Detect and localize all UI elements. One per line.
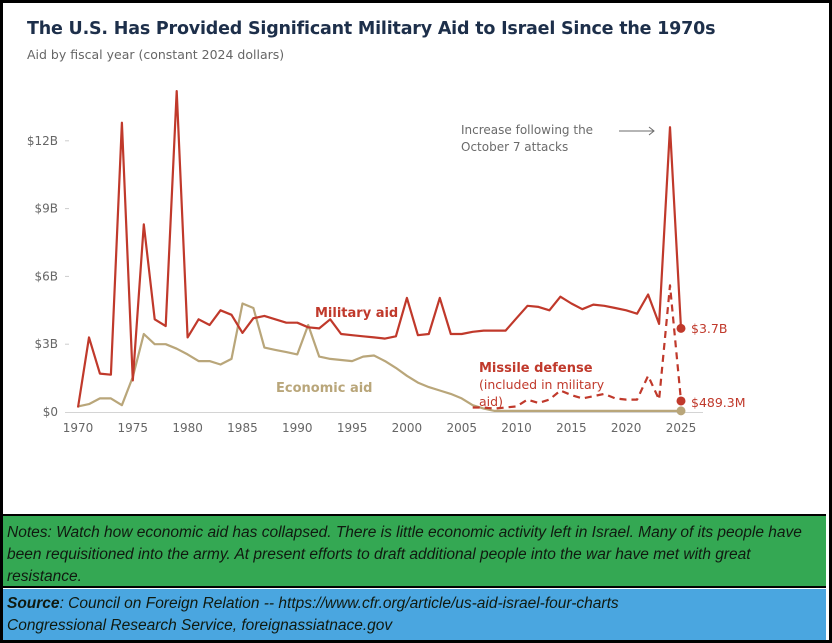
series-labels: Military aid Economic aid Missile defens… (276, 123, 746, 410)
missile-end-label: $489.3M (691, 395, 746, 410)
notes-box: Notes: Watch how economic aid has collap… (3, 514, 826, 588)
line-chart: $0 $3B $6B $9B $12B 1970 1975 1980 1985 1990 1995… (27, 89, 746, 435)
missile-defense-end-marker (676, 396, 686, 406)
y-axis: $0 $3B $6B $9B $12B (27, 134, 703, 419)
x-tick-label: 1985 (227, 421, 258, 435)
missile-defense-line (472, 284, 683, 410)
x-tick-label: 1970 (63, 421, 94, 435)
annotation-arrow-icon (619, 126, 655, 136)
chart-area: The U.S. Has Provided Significant Milita… (3, 3, 826, 513)
x-tick-label: 2025 (666, 421, 697, 435)
x-tick-label: 1980 (172, 421, 203, 435)
economic-aid-label: Economic aid (276, 381, 372, 396)
source-box: Source: Council on Foreign Relation -- h… (3, 589, 826, 640)
chart-title: The U.S. Has Provided Significant Milita… (27, 19, 716, 39)
military-aid-end-marker (676, 323, 686, 333)
economic-aid-end-marker (676, 406, 686, 416)
economic-aid-line (77, 302, 681, 412)
y-tick-label: $0 (43, 405, 58, 419)
x-tick-label: 2005 (446, 421, 477, 435)
source-label: Source (7, 595, 60, 612)
x-tick-label: 2015 (556, 421, 587, 435)
y-tick-label: $6B (34, 269, 58, 283)
chart-subtitle: Aid by fiscal year (constant 2024 dollar… (27, 47, 285, 62)
x-axis: 1970 1975 1980 1985 1990 1995 2000 2005 2010 2015… (63, 421, 697, 435)
y-tick-label: $3B (34, 337, 58, 351)
annotation-line-1: Increase following the (461, 123, 593, 137)
x-tick-label: 1995 (337, 421, 368, 435)
x-tick-label: 2000 (392, 421, 423, 435)
missile-defense-sublabel-1: (included in military (479, 377, 605, 392)
x-tick-label: 2010 (501, 421, 532, 435)
military-end-label: $3.7B (691, 321, 727, 336)
missile-defense-label: Missile defense (479, 361, 593, 376)
series-group (76, 89, 686, 416)
source-line-2: Congressional Research Service, foreigna… (7, 617, 393, 634)
missile-defense-sublabel-2: aid) (479, 394, 503, 409)
x-tick-label: 1975 (118, 421, 149, 435)
y-tick-label: $9B (34, 202, 58, 216)
annotation-line-2: October 7 attacks (461, 140, 568, 154)
military-aid-line (76, 89, 683, 408)
military-aid-label: Military aid (315, 306, 398, 321)
x-tick-label: 1990 (282, 421, 313, 435)
source-line-1: : Council on Foreign Relation -- https:/… (59, 595, 619, 612)
x-tick-label: 2020 (611, 421, 642, 435)
y-tick-label: $12B (27, 134, 58, 148)
